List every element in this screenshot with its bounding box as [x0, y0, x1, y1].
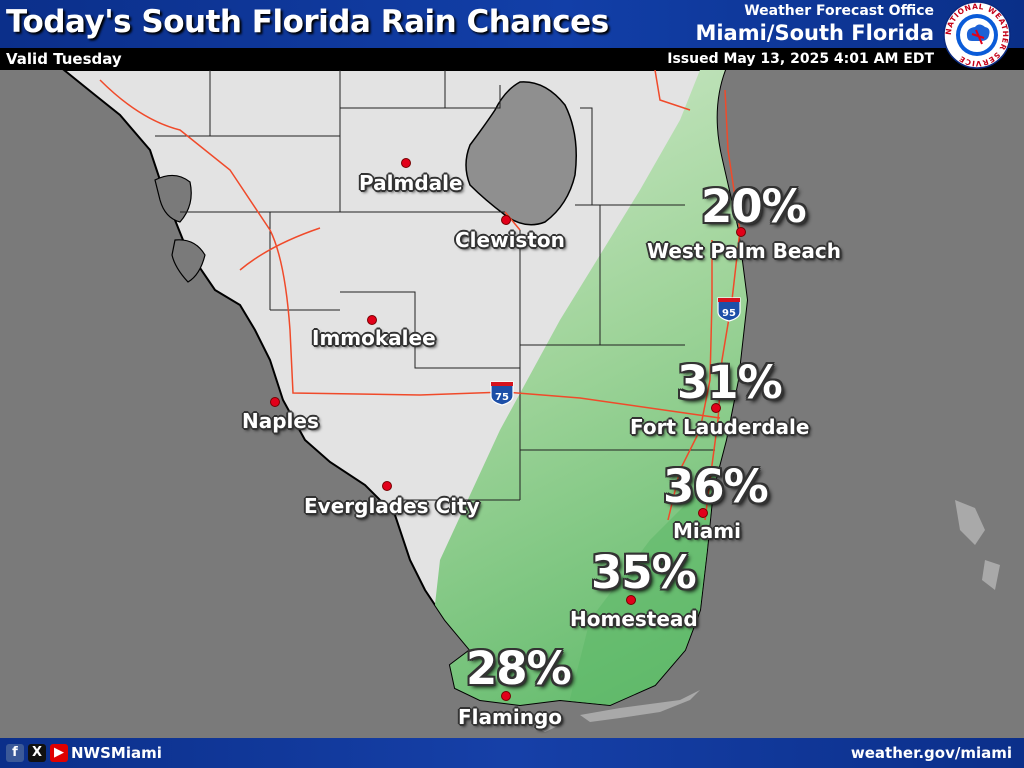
city-dot-homestead	[626, 595, 636, 605]
rain-chance-west-palm-beach: 20%	[701, 180, 807, 233]
city-label-immokalee: Immokalee	[312, 326, 436, 350]
youtube-icon[interactable]: ▶	[50, 744, 68, 762]
city-label-everglades-city: Everglades City	[304, 494, 480, 518]
i95-shield-icon: 95	[717, 297, 741, 322]
issued-time: Issued May 13, 2025 4:01 AM EDT	[667, 51, 934, 67]
map-title: Today's South Florida Rain Chances	[6, 4, 609, 40]
rain-chance-miami: 36%	[663, 460, 769, 513]
city-dot-flamingo	[501, 691, 511, 701]
valid-bar	[0, 48, 1024, 70]
website-link[interactable]: weather.gov/miami	[850, 744, 1012, 762]
city-label-palmdale: Palmdale	[359, 171, 463, 195]
i75-shield-icon: 75	[490, 381, 514, 406]
roads	[99, 70, 741, 521]
florida-map: 95 75	[0, 70, 1024, 738]
city-label-flamingo: Flamingo	[458, 705, 563, 729]
rain-chance-flamingo: 28%	[466, 642, 572, 695]
city-dot-west-palm-beach	[736, 227, 746, 237]
city-dot-naples	[270, 397, 280, 407]
city-label-miami: Miami	[673, 519, 741, 543]
valid-day: Valid Tuesday	[6, 50, 122, 68]
city-dot-palmdale	[401, 158, 411, 168]
x-icon[interactable]: X	[28, 744, 46, 762]
rain-chance-fort-lauderdale: 31%	[677, 356, 783, 409]
nws-logo-icon: NATIONAL WEATHER SERVICE	[943, 1, 1011, 69]
city-label-fort-lauderdale: Fort Lauderdale	[630, 415, 810, 439]
city-dot-miami	[698, 508, 708, 518]
office-name: Miami/South Florida	[695, 21, 934, 45]
i75-label: 75	[495, 392, 509, 403]
city-label-homestead: Homestead	[570, 607, 698, 631]
office-label: Weather Forecast Office	[744, 3, 934, 19]
county-lines	[155, 70, 715, 501]
social-handle[interactable]: NWSMiami	[71, 744, 162, 762]
city-label-west-palm-beach: West Palm Beach	[647, 239, 842, 263]
facebook-icon[interactable]: f	[6, 744, 24, 762]
rain-shading	[420, 70, 747, 705]
city-label-clewiston: Clewiston	[455, 228, 565, 252]
bays	[154, 174, 206, 283]
city-dot-everglades-city	[382, 481, 392, 491]
city-dot-fort-lauderdale	[711, 403, 721, 413]
city-dot-clewiston	[501, 215, 511, 225]
city-label-naples: Naples	[242, 409, 319, 433]
keys-islands	[520, 500, 1000, 732]
footer-bar	[0, 738, 1024, 768]
rain-chance-homestead: 35%	[591, 546, 697, 599]
city-dot-immokalee	[367, 315, 377, 325]
i95-label: 95	[722, 308, 736, 319]
